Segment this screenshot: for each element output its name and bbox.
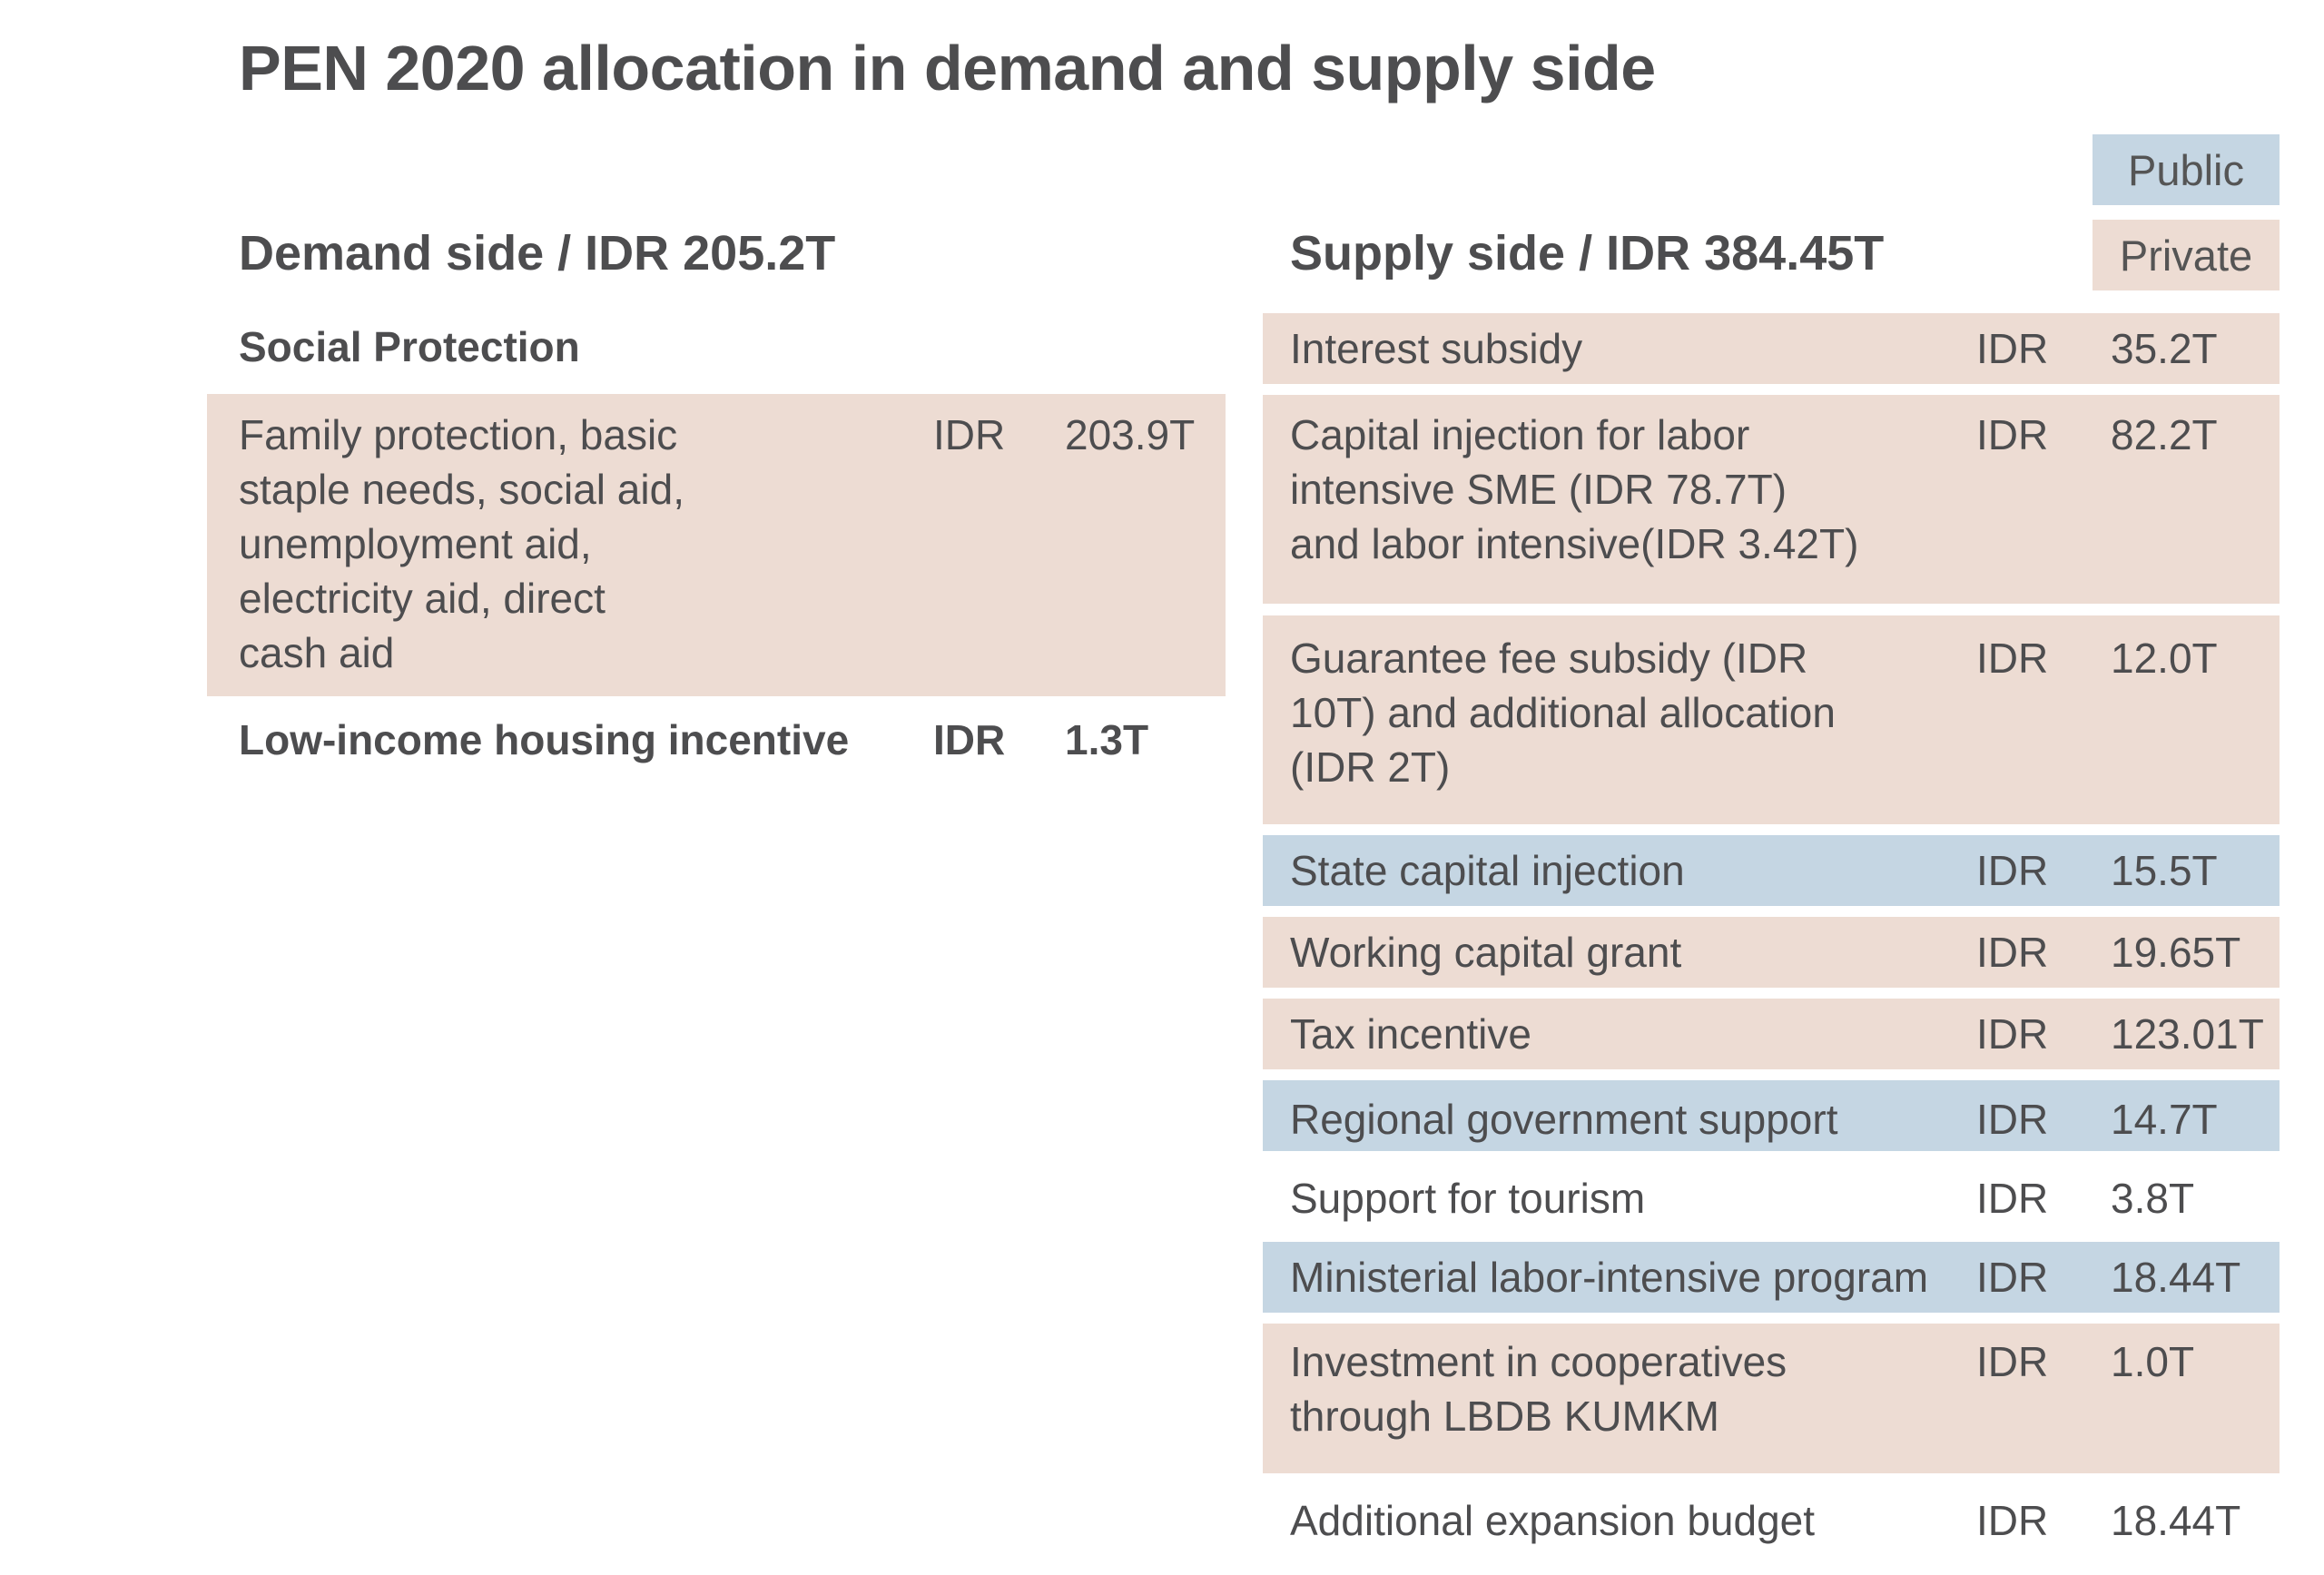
- row-currency: IDR: [1976, 411, 2049, 458]
- supply-row: Capital injection for labor intensive SM…: [1263, 395, 2280, 604]
- row-amount: 18.44T: [2111, 1254, 2241, 1301]
- row-description: Ministerial labor-intensive program: [1290, 1254, 1929, 1301]
- demand-side-label: Demand side: [239, 226, 545, 281]
- supply-row: Additional expansion budget IDR 18.44T: [1263, 1493, 2280, 1548]
- row-currency: IDR: [1976, 1175, 2049, 1222]
- supply-row: Ministerial labor-intensive program IDR …: [1263, 1242, 2280, 1313]
- row-amount: 203.9T: [1065, 411, 1196, 458]
- row-amount: 35.2T: [2111, 325, 2218, 372]
- demand-side-separator: /: [544, 226, 586, 281]
- supply-row: Working capital grant IDR 19.65T: [1263, 917, 2280, 988]
- row-description: Guarantee fee subsidy (IDR 10T) and addi…: [1290, 635, 1836, 791]
- row-amount: 1.0T: [2111, 1338, 2195, 1385]
- supply-row: Guarantee fee subsidy (IDR 10T) and addi…: [1263, 615, 2280, 824]
- row-amount: 19.65T: [2111, 929, 2241, 976]
- row-amount: 3.8T: [2111, 1175, 2195, 1222]
- page-title: PEN 2020 allocation in demand and supply…: [239, 33, 1656, 103]
- row-amount: 12.0T: [2111, 635, 2218, 682]
- row-currency: IDR: [1976, 1497, 2049, 1544]
- supply-row: State capital injection IDR 15.5T: [1263, 835, 2280, 906]
- row-currency: IDR: [933, 411, 1006, 458]
- demand-side-total: IDR 205.2T: [585, 226, 836, 281]
- supply-side-label: Supply side: [1290, 226, 1566, 281]
- supply-row: Tax incentive IDR 123.01T: [1263, 999, 2280, 1069]
- supply-row: Support for tourism IDR 3.8T: [1263, 1171, 2280, 1226]
- row-description: Additional expansion budget: [1290, 1497, 1816, 1544]
- row-currency: IDR: [1976, 325, 2049, 372]
- row-currency: IDR: [1976, 929, 2049, 976]
- row-description: Interest subsidy: [1290, 325, 1583, 372]
- supply-row: Regional government support IDR 14.7T: [1263, 1080, 2280, 1151]
- social-protection-label: Social Protection: [239, 323, 580, 370]
- row-currency: IDR: [1976, 635, 2049, 682]
- row-description: Tax incentive: [1290, 1010, 1531, 1058]
- row-amount: 82.2T: [2111, 411, 2218, 458]
- row-description: Regional government support: [1290, 1096, 1838, 1143]
- row-description: Investment in cooperatives through LBDB …: [1290, 1338, 1787, 1440]
- row-amount: 18.44T: [2111, 1497, 2241, 1544]
- supply-side-heading: Supply side / IDR 384.45T: [1290, 225, 1884, 281]
- row-amount: 1.3T: [1065, 716, 1149, 763]
- row-currency: IDR: [933, 716, 1006, 763]
- supply-row: Interest subsidy IDR 35.2T: [1263, 313, 2280, 384]
- row-description: Capital injection for labor intensive SM…: [1290, 411, 1859, 567]
- demand-row: Low-income housing incentive IDR 1.3T: [207, 713, 1226, 767]
- supply-row: Investment in cooperatives through LBDB …: [1263, 1324, 2280, 1473]
- row-description: Support for tourism: [1290, 1175, 1646, 1222]
- row-currency: IDR: [1976, 1096, 2049, 1143]
- row-amount: 15.5T: [2111, 847, 2218, 894]
- row-description: State capital injection: [1290, 847, 1685, 894]
- row-currency: IDR: [1976, 1338, 2049, 1385]
- row-description: Family protection, basic staple needs, s…: [239, 411, 684, 676]
- row-amount: 14.7T: [2111, 1096, 2218, 1143]
- supply-side-total: IDR 384.45T: [1606, 226, 1885, 281]
- demand-row: Family protection, basic staple needs, s…: [207, 394, 1226, 696]
- row-amount: 123.01T: [2111, 1010, 2264, 1058]
- demand-side-heading: Demand side / IDR 205.2T: [239, 225, 835, 281]
- supply-side-separator: /: [1565, 226, 1607, 281]
- row-description: Low-income housing incentive: [239, 716, 850, 763]
- row-currency: IDR: [1976, 847, 2049, 894]
- row-description: Working capital grant: [1290, 929, 1682, 976]
- legend-private: Private: [2093, 220, 2280, 290]
- row-currency: IDR: [1976, 1254, 2049, 1301]
- row-currency: IDR: [1976, 1010, 2049, 1058]
- legend-public: Public: [2093, 134, 2280, 205]
